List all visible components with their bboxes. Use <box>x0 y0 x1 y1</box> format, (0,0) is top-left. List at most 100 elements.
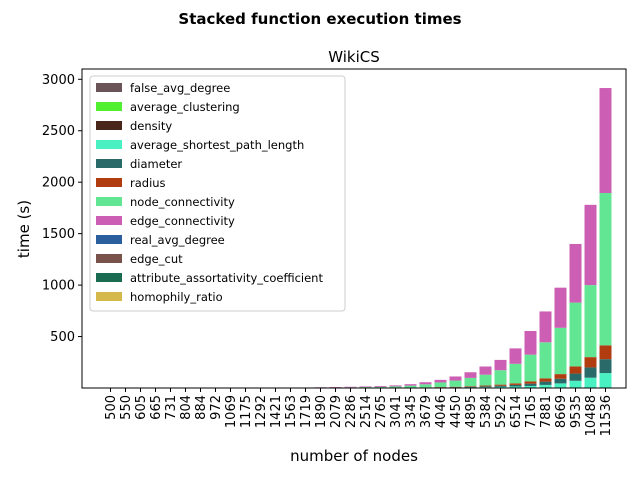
x-tick-label: 1175 <box>239 395 254 428</box>
x-tick-label: 2079 <box>329 395 344 428</box>
x-tick-label: 9535 <box>569 395 584 428</box>
figure-title: Stacked function execution times <box>178 10 461 28</box>
bar-segment-diameter-11536 <box>599 359 612 374</box>
x-tick-label: 2286 <box>344 395 359 428</box>
legend-swatch-radius <box>96 178 122 187</box>
plot-area-frame <box>81 68 627 389</box>
bar-segment-average_shortest_path_length-7881 <box>539 384 552 388</box>
x-tick-label: 1563 <box>284 395 299 428</box>
legend-label-radius: radius <box>130 176 166 190</box>
legend-swatch-homophily_ratio <box>96 292 122 301</box>
y-tick-label: 1500 <box>42 227 75 242</box>
x-tick-label: 665 <box>149 395 164 420</box>
bar-segment-edge_connectivity-3679 <box>419 382 432 385</box>
x-tick-label: 4046 <box>434 395 449 428</box>
bar-segment-node_connectivity-10488 <box>584 285 597 358</box>
bar-segment-edge_connectivity-4450 <box>449 376 462 381</box>
bar-segment-edge_connectivity-9535 <box>569 243 582 303</box>
y-tick-label: 500 <box>50 330 75 345</box>
x-tick-label: 11536 <box>599 395 614 436</box>
legend-swatch-average_shortest_path_length <box>96 140 122 149</box>
bar-segment-node_connectivity-2765 <box>374 386 387 388</box>
bar-segment-diameter-6514 <box>509 384 522 387</box>
legend-swatch-average_clustering <box>96 102 122 111</box>
bar-segment-radius-5384 <box>479 385 492 387</box>
legend-swatch-node_connectivity <box>96 197 122 206</box>
bar-segment-edge_connectivity-4046 <box>434 379 447 383</box>
y-tick-label: 3000 <box>42 73 75 88</box>
bar-segment-radius-7165 <box>524 381 537 384</box>
legend: false_avg_degree average_clusteringdensit… <box>89 75 346 312</box>
bar-segment-average_shortest_path_length-9535 <box>569 380 582 388</box>
x-tick-label: 6514 <box>509 395 524 428</box>
bar-segment-node_connectivity-3041 <box>389 386 402 388</box>
bar-segment-node_connectivity-7881 <box>539 342 552 379</box>
x-tick-label: 2514 <box>359 395 374 428</box>
x-axis-label: number of nodes <box>290 447 418 465</box>
legend-label-attribute_assortativity_coefficient: attribute_assortativity_coefficient <box>130 271 323 285</box>
x-tick-label: 1421 <box>269 395 284 428</box>
bar-segment-node_connectivity-6514 <box>509 363 522 384</box>
bar-segment-average_shortest_path_length-7165 <box>524 385 537 388</box>
bar-segment-radius-10488 <box>584 357 597 368</box>
bar-segment-radius-8669 <box>554 374 567 379</box>
legend-label-diameter: diameter <box>130 157 182 171</box>
x-tick-label: 3679 <box>419 395 434 428</box>
x-tick-label: 605 <box>134 395 149 420</box>
bar-segment-node_connectivity-3345 <box>404 385 417 388</box>
x-tick-label: 972 <box>209 395 224 420</box>
x-tick-label: 1719 <box>299 395 314 428</box>
x-tick-label: 7881 <box>539 395 554 428</box>
bar-segment-edge_connectivity-2765 <box>374 386 387 387</box>
legend-label-average_shortest_path_length: average_shortest_path_length <box>130 138 304 152</box>
bar-segment-node_connectivity-11536 <box>599 193 612 346</box>
bar-segment-node_connectivity-4450 <box>449 380 462 387</box>
bar-segment-node_connectivity-5922 <box>494 370 507 385</box>
x-tick-label: 3041 <box>389 395 404 428</box>
bar-segment-edge_connectivity-6514 <box>509 348 522 364</box>
bar-segment-edge_connectivity-7881 <box>539 311 552 343</box>
x-tick-label: 4895 <box>464 395 479 428</box>
legend-label-edge_cut: edge_cut <box>130 252 183 266</box>
bar-segment-diameter-5922 <box>494 385 507 387</box>
legend-swatch-edge_cut <box>96 254 122 263</box>
bar-segment-edge_connectivity-3345 <box>404 384 417 386</box>
bar-segment-radius-6514 <box>509 383 522 385</box>
bar-segment-node_connectivity-4895 <box>464 377 477 387</box>
bar-segment-average_shortest_path_length-11536 <box>599 373 612 388</box>
x-tick-label: 8669 <box>554 395 569 428</box>
legend-label-edge_connectivity: edge_connectivity <box>130 214 235 228</box>
x-tick-label: 1890 <box>314 395 329 428</box>
bar-segment-edge_connectivity-7165 <box>524 330 537 355</box>
bar-segment-radius-9535 <box>569 366 582 374</box>
y-axis-label: time (s) <box>15 200 33 258</box>
legend-label-homophily_ratio: homophily_ratio <box>130 290 223 304</box>
x-tick-label: 550 <box>119 395 134 420</box>
x-tick-label: 2765 <box>374 395 389 428</box>
bar-segment-diameter-7165 <box>524 383 537 386</box>
legend-label-real_avg_degree: real_avg_degree <box>130 233 225 247</box>
legend-swatch-diameter <box>96 159 122 168</box>
bar-segment-radius-5922 <box>494 384 507 386</box>
bar-segment-diameter-7881 <box>539 381 552 385</box>
bar-segment-edge_connectivity-2286 <box>344 386 357 388</box>
bar-segment-diameter-10488 <box>584 367 597 378</box>
y-tick-label: 2500 <box>42 124 75 139</box>
legend-label-node_connectivity: node_connectivity <box>130 195 235 209</box>
x-tick-label: 10488 <box>584 395 599 436</box>
legend-label-false_avg_degree: false_avg_degree <box>130 81 230 95</box>
bar-segment-average_shortest_path_length-5922 <box>494 386 507 388</box>
bar-segment-node_connectivity-8669 <box>554 327 567 375</box>
bar-segment-diameter-9535 <box>569 373 582 381</box>
legend-box <box>89 75 346 312</box>
y-tick-label: 2000 <box>42 176 75 191</box>
y-axis: 500 1000 1500 2000 2500 3000 <box>42 73 82 345</box>
bar-segment-node_connectivity-3679 <box>419 384 432 388</box>
x-tick-label: 884 <box>194 395 209 420</box>
x-tick-label: 731 <box>164 395 179 420</box>
legend-swatch-false_avg_degree <box>96 83 122 92</box>
bar-segment-radius-11536 <box>599 345 612 360</box>
bar-segment-average_shortest_path_length-8669 <box>554 383 567 388</box>
bar-segment-radius-4895 <box>464 386 477 387</box>
